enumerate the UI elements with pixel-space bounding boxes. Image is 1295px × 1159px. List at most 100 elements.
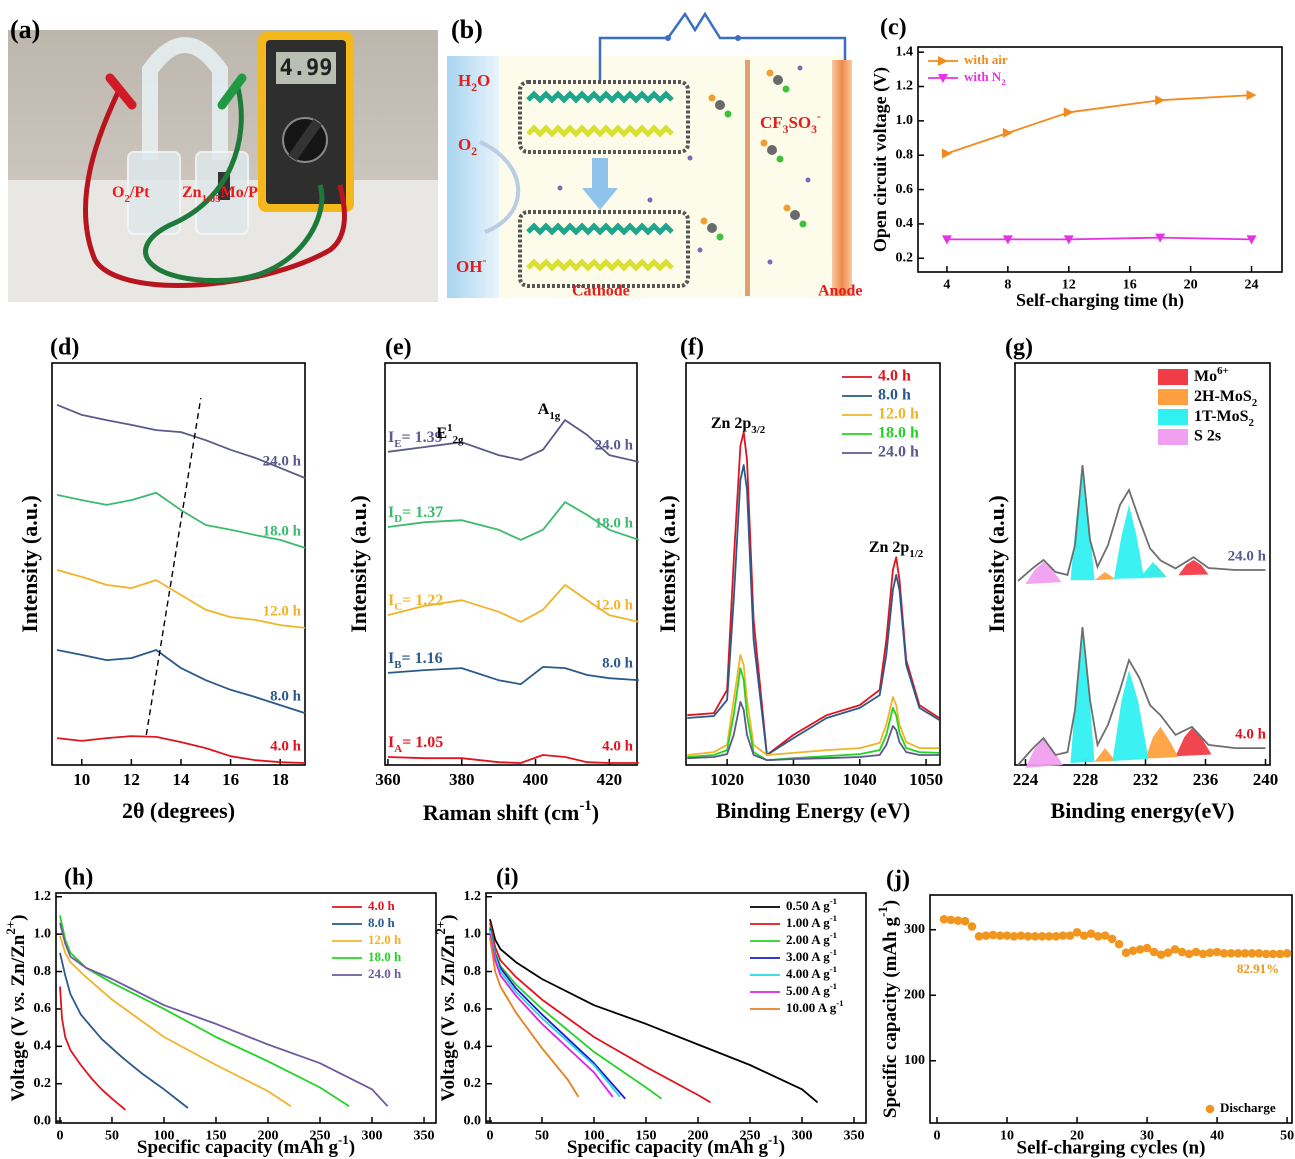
zn-ion [687,155,693,161]
text-run: /Pt [129,184,150,201]
marker [941,235,952,245]
legend-label: 1T-MoS2 [1194,408,1254,429]
point [981,931,991,940]
point [960,916,970,926]
plot-frame [917,46,1283,273]
y-tick-label: 0.2 [464,1076,482,1091]
atom [707,223,717,233]
cathode-layers [518,80,690,288]
series-line [489,937,580,1098]
x-tick-label: 200 [688,1129,709,1144]
x-tick-label: 10 [1000,1129,1014,1144]
x-tick-label: 30 [1140,1129,1154,1144]
atom [782,85,790,93]
series-line [59,915,350,1107]
x-tick-label: 1030 [776,770,810,789]
fit-peak [1178,560,1209,576]
point [1184,949,1194,959]
x-tick-label: 14 [172,770,190,789]
text-run: Specific capacity (mAh g [880,917,901,1119]
point [946,915,956,925]
y-tick-label: 300 [904,922,925,937]
text-run: 1g [549,410,560,422]
x-tick-label: 300 [792,1129,813,1144]
atom [766,69,774,77]
zn-ion [805,177,811,183]
x-tick-label: 420 [597,770,623,789]
x-tick-label: 40 [1210,1129,1224,1144]
point [1086,929,1096,938]
text-run: vs. [8,991,29,1012]
plot-frame [685,362,941,766]
annotation: A1g [538,401,561,422]
legend-label: 12.0 h [878,406,919,423]
zn-ion [647,197,653,203]
envelope-label: 24.0 h [1228,548,1267,564]
fit-peak [1145,726,1179,759]
text-run: Zn 2p [711,415,752,432]
text-run: 2+ [3,921,18,935]
point [1100,931,1110,940]
series-line [387,584,640,623]
y-axis-label: Open circuit voltage (V) [870,67,891,252]
zn-ion [557,185,563,191]
air-cathode-zone [447,56,499,298]
x-axis-label: Binding Energy (eV) [716,798,910,823]
annotation: Zn 2p3/2 [711,415,765,436]
green-clip [217,73,247,110]
guide-line [145,397,202,736]
series-label: 18.0 h [595,515,634,531]
panel-label: (i) [496,865,519,891]
x-axis-label: Specific capacity (mAh g-1) [137,1132,355,1158]
species-label: CF3SO3- [760,110,821,136]
series-label: 12.0 h [595,597,634,613]
envelope-line [1017,627,1266,766]
fit-peak [1114,504,1144,579]
y-axis-label: Intensity (a.u.) [655,495,680,633]
y-tick-label: 200 [904,987,925,1002]
text-run: D [394,513,402,525]
mos2-layer [526,124,674,138]
y-axis-label: Intensity (a.u.) [984,495,1009,633]
series-label: 12.0 h [263,603,302,619]
panel-label: (g) [1005,335,1033,361]
zn-ion [697,247,703,253]
anode [832,60,852,296]
electrode-label: Zn1.05Mo/P [182,184,258,205]
red-clip [105,73,137,110]
series-line [946,94,1252,155]
electrode-label: O2/Pt [112,184,150,205]
layer-box [518,210,690,288]
y-tick-label: 0.8 [896,147,914,162]
text-run: - [482,254,486,267]
series-label: 8.0 h [270,689,302,705]
text-run: H [458,71,471,90]
x-tick-label: 4 [943,278,950,293]
series-label: 24.0 h [263,453,302,469]
legend-label: Discharge [1220,1100,1276,1115]
photo-panel: 4.99 O2/Pt Zn1.05Mo/P (a) [8,15,438,302]
x-tick-label: 20 [1184,278,1198,293]
x-tick-label: 300 [362,1129,383,1144]
series-label: 24.0 h [595,437,634,453]
text-run: OH [456,257,482,276]
text-run: O [477,71,490,90]
y-axis-label: Intensity (a.u.) [346,495,371,633]
marker [941,148,952,159]
panel-label: (h) [64,865,93,891]
text-run: -1 [830,913,837,923]
text-run: CF [760,113,783,132]
text-run: -1 [830,947,837,957]
x-tick-label: 16 [222,770,239,789]
marker [1063,107,1074,118]
text-run: -1 [830,930,837,940]
text-run: Mo/P [221,184,259,201]
point [1093,931,1103,941]
legend-label: 8.0 h [368,915,396,930]
x-tick-label: 16 [1123,278,1137,293]
text-run: ) [779,1137,785,1158]
legend-label: 2.00 A g-1 [786,930,837,947]
legend-label: 4.0 h [878,368,911,385]
text-run: 10.00 A g [786,1000,837,1015]
x-axis-label: Binding energy(eV) [1051,798,1235,823]
